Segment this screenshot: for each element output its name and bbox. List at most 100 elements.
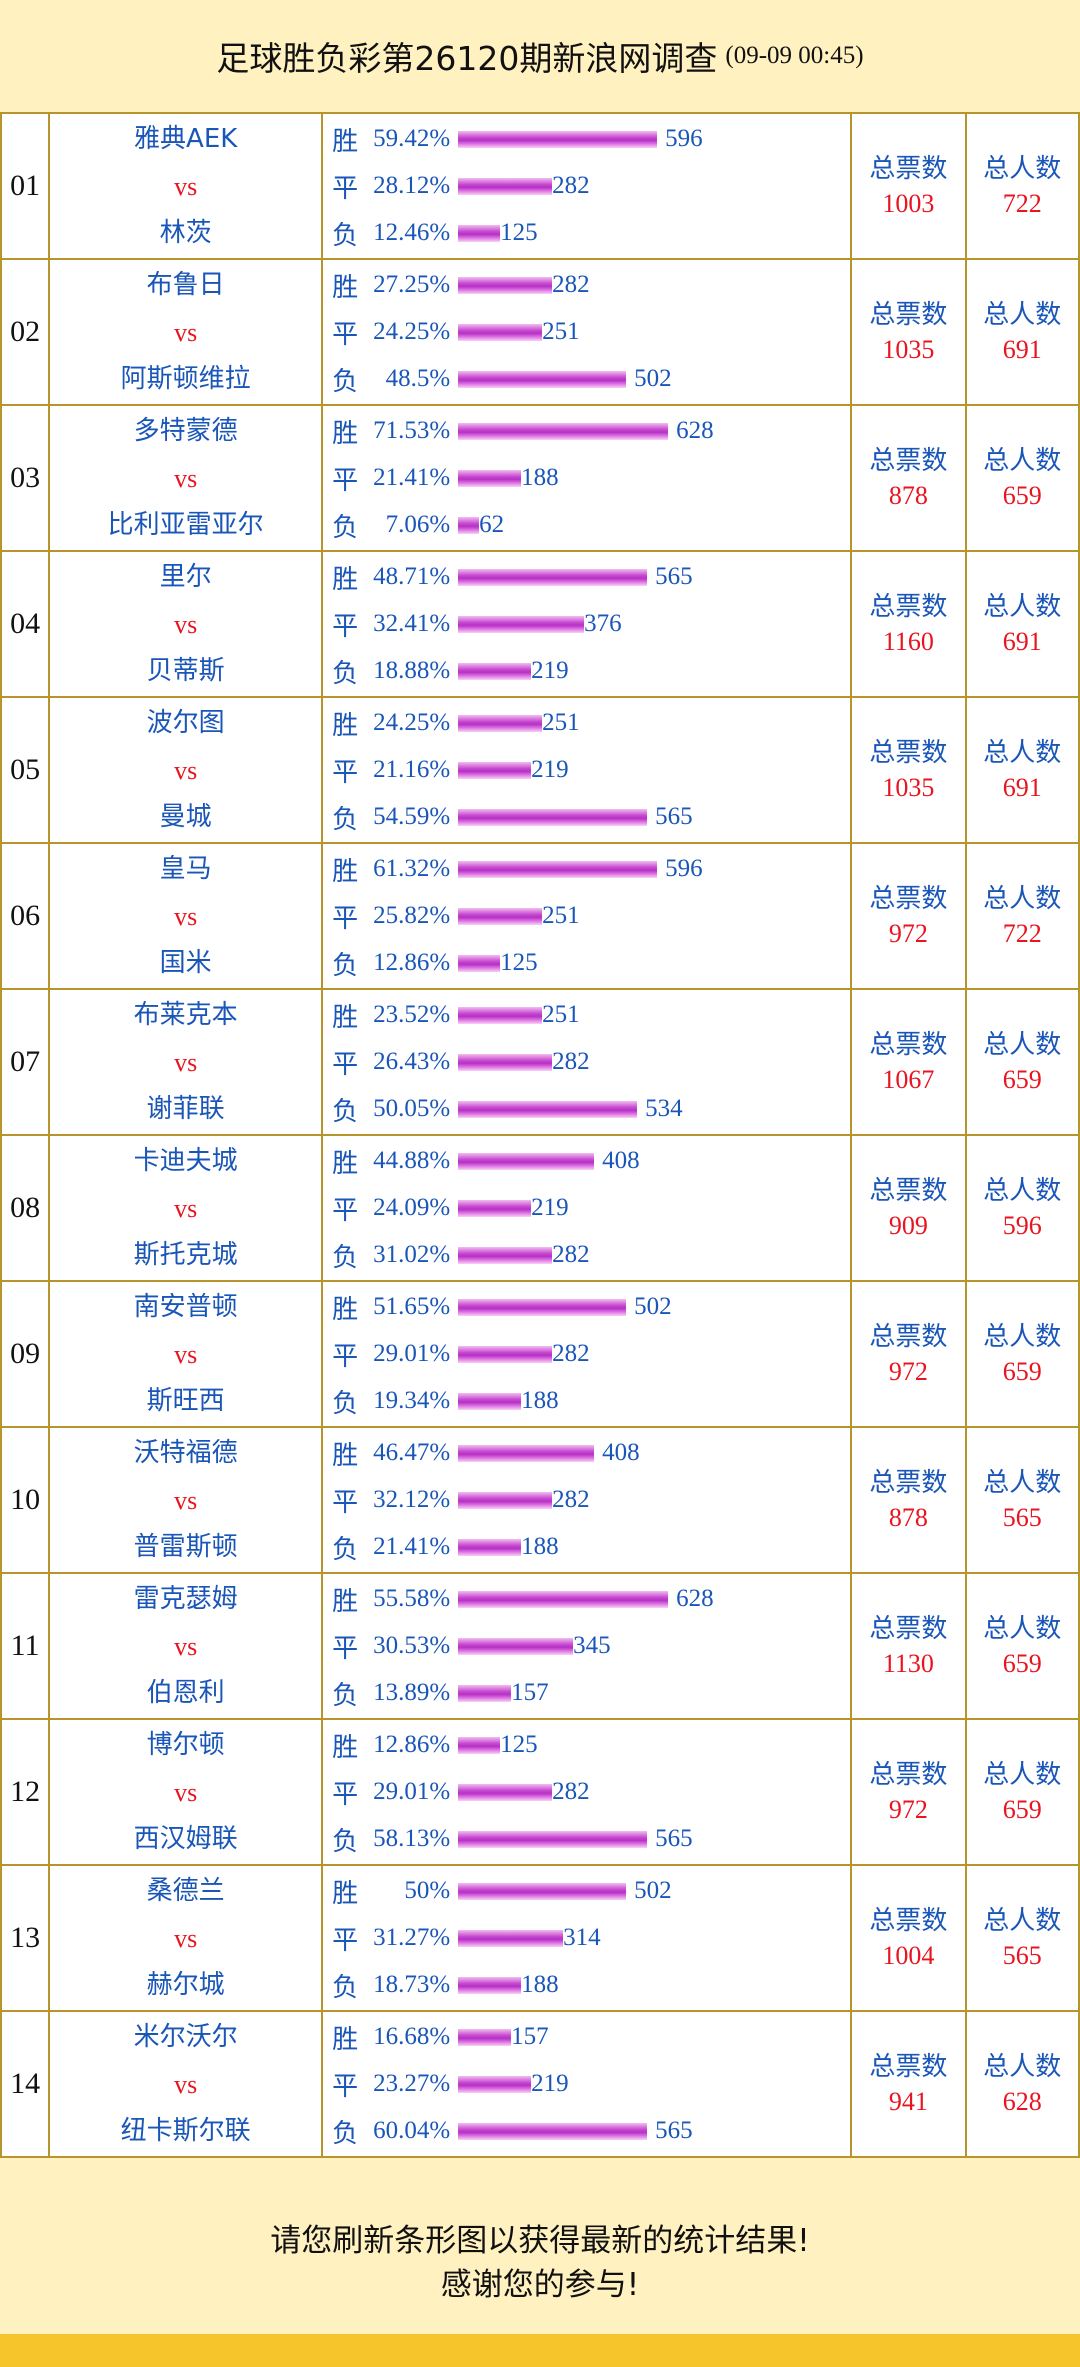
win-percent: 55.58%: [373, 1585, 451, 1612]
win-row: 胜 24.25% 251: [323, 700, 850, 747]
draw-bar: [458, 2075, 532, 2093]
total-people-cell: 总人数 565: [964, 1864, 1080, 2012]
total-people-label: 总人数: [983, 2052, 1062, 2082]
away-team: 斯托克城: [133, 1239, 238, 1270]
win-percent: 71.53%: [373, 417, 451, 444]
lose-label: 负: [332, 1242, 359, 1273]
match-number: 13: [0, 1864, 51, 2012]
draw-row: 平 26.43% 282: [323, 1039, 850, 1086]
away-team: 谢菲联: [146, 1093, 225, 1124]
win-label: 胜: [332, 856, 359, 887]
match-number: 10: [0, 1426, 51, 1574]
win-label: 胜: [332, 710, 359, 741]
draw-bar: [458, 1491, 553, 1509]
win-bar: [458, 1006, 543, 1024]
total-people-cell: 总人数 659: [964, 988, 1080, 1136]
win-label: 胜: [332, 564, 359, 595]
win-percent: 24.25%: [373, 709, 451, 736]
away-team: 赫尔城: [146, 1969, 225, 2000]
vote-bars: 胜 12.86% 125 平 29.01% 282 负 58.13% 565: [321, 1718, 853, 1866]
win-bar: [458, 1736, 501, 1754]
lose-bar: [458, 224, 501, 242]
total-people-label: 总人数: [983, 1030, 1062, 1060]
draw-count: 376: [584, 610, 622, 637]
lose-percent: 21.41%: [373, 1533, 451, 1560]
total-votes-label: 总票数: [869, 884, 948, 914]
total-people-label: 总人数: [983, 1468, 1062, 1498]
total-votes-label: 总票数: [869, 1906, 948, 1936]
total-people-cell: 总人数 722: [964, 842, 1080, 990]
draw-bar: [458, 1783, 553, 1801]
total-people-cell: 总人数 596: [964, 1134, 1080, 1282]
draw-label: 平: [332, 1341, 359, 1372]
total-people-value: 691: [1002, 627, 1042, 656]
win-label: 胜: [332, 1586, 359, 1617]
match-row: 04 里尔 vs 贝蒂斯 胜 48.71% 565 平 32.41% 376 负 18.88% 219 总…: [0, 550, 1080, 698]
home-team: 雷克瑟姆: [133, 1583, 238, 1614]
win-row: 胜 27.25% 282: [323, 262, 850, 309]
lose-count: 565: [655, 803, 693, 830]
vs-label: vs: [174, 1923, 198, 1953]
away-team: 阿斯顿维拉: [120, 363, 251, 394]
away-team: 伯恩利: [146, 1677, 225, 1708]
draw-bar: [458, 1637, 574, 1655]
total-people-label: 总人数: [983, 1322, 1062, 1352]
win-percent: 23.52%: [373, 1001, 451, 1028]
win-bar: [458, 1444, 595, 1462]
total-people-cell: 总人数 565: [964, 1426, 1080, 1574]
draw-percent: 29.01%: [373, 1778, 451, 1805]
draw-label: 平: [332, 2071, 359, 2102]
lose-row: 负 58.13% 565: [323, 1816, 850, 1863]
draw-label: 平: [332, 1487, 359, 1518]
draw-percent: 26.43%: [373, 1048, 451, 1075]
vs-label: vs: [174, 171, 198, 201]
draw-bar: [458, 323, 543, 341]
total-people-label: 总人数: [983, 1614, 1062, 1644]
win-bar: [458, 2028, 512, 2046]
draw-bar: [458, 615, 585, 633]
total-votes-cell: 总票数 878: [850, 404, 967, 552]
match-row: 13 桑德兰 vs 赫尔城 胜 50% 502 平 31.27% 314 负 18.73% 188 总票数…: [0, 1864, 1080, 2012]
win-count: 251: [542, 709, 580, 736]
win-percent: 27.25%: [373, 271, 451, 298]
win-row: 胜 59.42% 596: [323, 116, 850, 163]
match-row: 14 米尔沃尔 vs 纽卡斯尔联 胜 16.68% 157 平 23.27% 219 负 60.04%…: [0, 2010, 1080, 2158]
total-votes-label: 总票数: [869, 1760, 948, 1790]
win-percent: 46.47%: [373, 1439, 451, 1466]
lose-percent: 60.04%: [373, 2117, 451, 2144]
total-votes-value: 878: [888, 1503, 928, 1532]
draw-row: 平 29.01% 282: [323, 1769, 850, 1816]
match-teams: 布莱克本 vs 谢菲联: [48, 988, 324, 1136]
vs-label: vs: [174, 1339, 198, 1369]
win-row: 胜 55.58% 628: [323, 1576, 850, 1623]
win-row: 胜 44.88% 408: [323, 1138, 850, 1185]
home-team: 波尔图: [146, 707, 225, 738]
lose-label: 负: [332, 512, 359, 543]
total-votes-value: 941: [888, 2087, 928, 2116]
lose-percent: 31.02%: [373, 1241, 451, 1268]
total-people-label: 总人数: [983, 154, 1062, 184]
total-votes-value: 1003: [882, 189, 935, 218]
lose-bar: [458, 516, 480, 534]
total-people-value: 691: [1002, 773, 1042, 802]
match-number: 11: [0, 1572, 51, 1720]
total-votes-label: 总票数: [869, 2052, 948, 2082]
total-votes-cell: 总票数 1035: [850, 696, 967, 844]
win-bar: [458, 1590, 669, 1608]
page-header: 足球胜负彩第26120期新浪网调查 (09-09 00:45): [0, 0, 1080, 112]
total-people-value: 659: [1002, 1795, 1042, 1824]
lose-count: 62: [479, 511, 505, 538]
vs-label: vs: [174, 317, 198, 347]
win-percent: 12.86%: [373, 1731, 451, 1758]
total-people-cell: 总人数 691: [964, 550, 1080, 698]
match-number: 05: [0, 696, 51, 844]
total-votes-cell: 总票数 972: [850, 1280, 967, 1428]
draw-bar: [458, 907, 543, 925]
lose-bar: [458, 1684, 512, 1702]
win-label: 胜: [332, 1294, 359, 1325]
match-teams: 米尔沃尔 vs 纽卡斯尔联: [48, 2010, 324, 2158]
draw-row: 平 31.27% 314: [323, 1915, 850, 1962]
win-row: 胜 16.68% 157: [323, 2014, 850, 2061]
total-votes-cell: 总票数 972: [850, 1718, 967, 1866]
draw-percent: 25.82%: [373, 902, 451, 929]
